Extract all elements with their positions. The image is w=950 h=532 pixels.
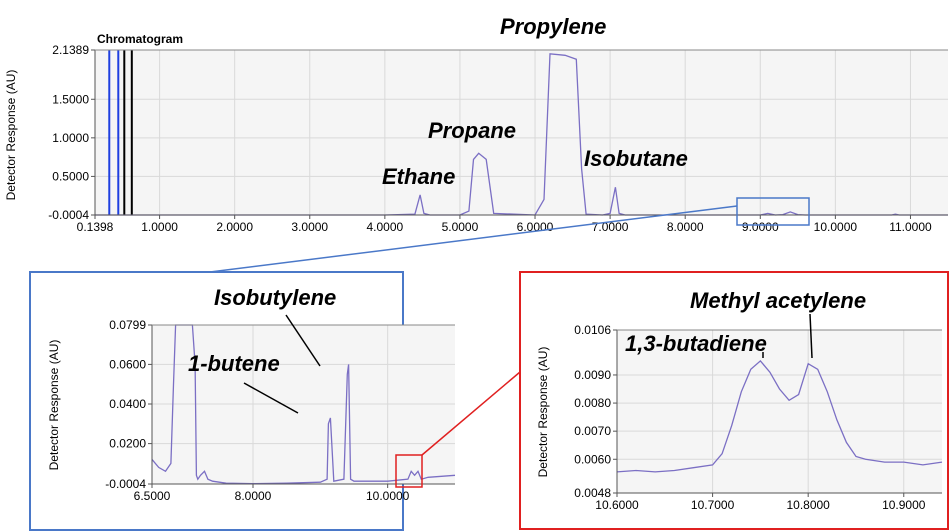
main-xtick-label: 4.0000 [366,220,403,234]
zoom2-ytick-label: 0.0080 [574,396,611,410]
annotation-ethane: Ethane [382,164,455,189]
main-xtick-label: 8.0000 [667,220,704,234]
zoom1-xtick-label: 10.0000 [366,489,410,503]
main-axes [91,49,948,219]
annotation-methyl-acetylene: Methyl acetylene [690,288,866,313]
zoom2-xtick-label: 10.7000 [691,498,735,512]
zoom-connector-right [421,371,521,456]
zoom-panel-butadiene: Detector Response (AU) 10.6000 10.7000 10.… [519,271,949,530]
zoom2-axes [613,329,942,497]
main-xtick-label: 5.0000 [442,220,479,234]
zoom1-gridlines [151,324,455,485]
zoom2-frame [519,271,949,530]
main-xtick-label: 1.0000 [141,220,178,234]
leader-1-butene [243,382,299,414]
zoom2-tick-labels: 10.6000 10.7000 10.8000 10.9000 0.0048 0.0060… [574,323,925,512]
annotation-propane: Propane [428,118,516,143]
zoom2-plot-area [617,330,942,493]
main-xtick-label: 3.0000 [291,220,328,234]
leader-isobutylene [285,314,321,367]
zoom1-ytick-label: 0.0600 [109,357,146,371]
zoom1-xtick-label: 8.0000 [235,489,272,503]
annotation-1-3-butadiene: 1,3-butadiene [625,331,767,356]
zoom1-ytick-label: 0.0400 [109,397,146,411]
main-ytick-label: 2.1389 [52,43,89,57]
main-ytick-label: 1.5000 [52,92,89,106]
zoom1-axes [148,324,455,488]
annotation-1-butene: 1-butene [188,351,280,376]
zoom2-xtick-label: 10.8000 [786,498,830,512]
main-xtick-label: 11.0000 [889,220,932,234]
zoom-region-red-box [395,454,423,488]
zoom2-ytick-label: 0.0070 [574,424,611,438]
zoom2-xtick-label: 10.9000 [882,498,926,512]
annotation-isobutylene: Isobutylene [214,285,336,310]
main-ytick-label: -0.0004 [48,208,89,222]
main-xtick-label: 2.0000 [216,220,253,234]
zoom1-ytick-label: -0.0004 [105,477,146,491]
main-plot-area [95,50,948,215]
zoom2-ytick-label: 0.0090 [574,368,611,382]
main-gridlines [94,49,948,216]
leader-methyl-acetylene [809,313,813,359]
zoom1-tick-labels: 6.5000 8.0000 10.0000 -0.0004 0.0200 0.0400 0.… [105,318,409,503]
main-ytick-label: 1.0000 [52,131,89,145]
zoom2-xtick-label: 10.6000 [595,498,639,512]
main-title: Chromatogram [97,32,183,46]
main-xtick-label: 0.1398 [77,220,114,234]
main-retention-markers [108,50,133,215]
zoom2-ylabel: Detector Response (AU) [536,347,550,478]
zoom2-trace [616,359,943,473]
main-xtick-label: 9.0000 [742,220,779,234]
zoom2-ytick-label: 0.0106 [574,323,611,337]
zoom2-ytick-label: 0.0048 [574,486,611,500]
zoom1-ylabel: Detector Response (AU) [47,340,61,471]
annotation-isobutane: Isobutane [584,146,688,171]
zoom1-xtick-label: 6.5000 [134,489,171,503]
zoom-connector-left [209,205,738,273]
main-ytick-label: 0.5000 [52,169,89,183]
zoom1-ytick-label: 0.0200 [109,437,146,451]
main-ylabel: Detector Response (AU) [4,70,18,201]
zoom1-ytick-label: 0.0799 [109,318,146,332]
annotation-propylene: Propylene [500,14,606,39]
zoom-panel-butenes: Detector Response (AU) 6.5000 8.0000 10.00… [29,271,521,531]
main-xtick-label: 10.0000 [814,220,858,234]
main-tick-labels: 0.1398 1.0000 2.0000 3.0000 4.0000 5.0000 6.00… [48,43,932,234]
zoom2-trace-line [616,359,943,473]
main-chromatogram: Chromatogram Detector Response (AU) 0.13… [4,14,948,273]
zoom-region-blue-box [736,197,810,226]
zoom2-ytick-label: 0.0060 [574,452,611,466]
zoom2-gridlines [616,329,942,494]
